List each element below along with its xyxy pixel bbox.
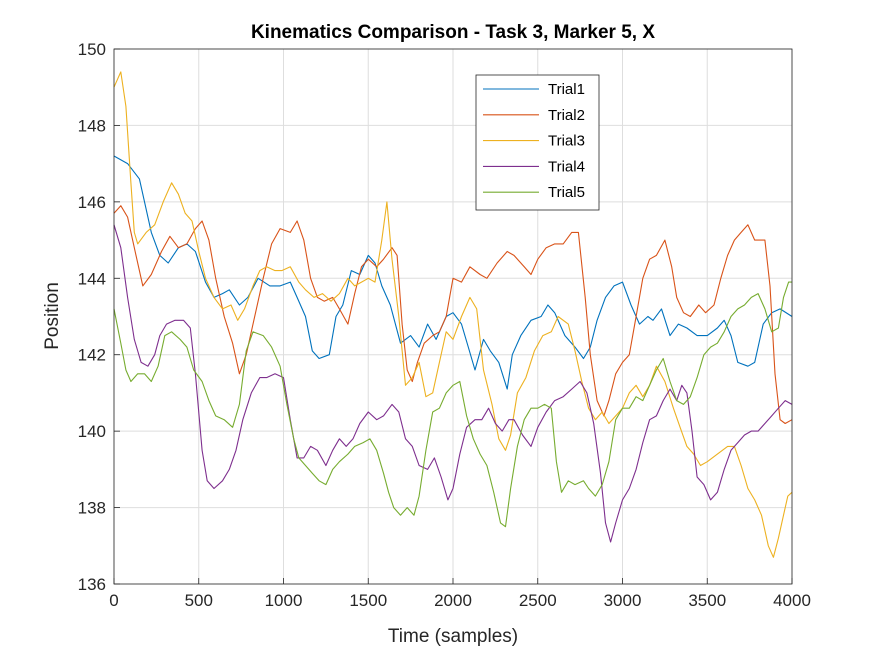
x-tick-label: 0 [109,591,118,610]
x-tick-label: 1500 [349,591,387,610]
x-tick-label: 1000 [265,591,303,610]
y-tick-label: 144 [78,269,106,288]
legend-box [475,74,600,211]
x-tick-label: 2500 [519,591,557,610]
legend-label-trial3: Trial3 [548,133,585,150]
y-tick-label: 146 [78,193,106,212]
y-tick-label: 136 [78,575,106,594]
series-line-trial4 [113,224,793,543]
legend-label-trial4: Trial4 [548,158,585,175]
x-tick-label: 4000 [773,591,811,610]
x-tick-label: 500 [185,591,213,610]
x-axis-label: Time (samples) [388,626,518,647]
legend: Trial1 Trial2 Trial3 Trial4 Trial5 [475,74,600,211]
legend-label-trial1: Trial1 [548,81,585,98]
y-tick-label: 140 [78,422,106,441]
x-tick-label: 3500 [688,591,726,610]
y-tick-label: 148 [78,116,106,135]
x-tick-label: 2000 [434,591,472,610]
y-axis-label: Position [42,282,63,350]
y-tick-label: 150 [78,40,106,59]
series-line-trial1 [113,155,793,390]
legend-label-trial5: Trial5 [548,184,585,201]
chart-title: Kinematics Comparison - Task 3, Marker 5… [251,22,655,43]
series-line-trial5 [113,281,792,528]
y-tick-label: 138 [78,499,106,518]
x-tick-label: 3000 [604,591,642,610]
y-tick-label: 142 [78,346,106,365]
series-line-trial2 [113,205,793,425]
series-layer [113,71,793,558]
series-line-trial3 [113,71,793,558]
legend-label-trial2: Trial2 [548,107,585,124]
ticks: 0 500 1000 1500 2000 2500 3000 3500 4000 136 138 14… [78,40,811,610]
